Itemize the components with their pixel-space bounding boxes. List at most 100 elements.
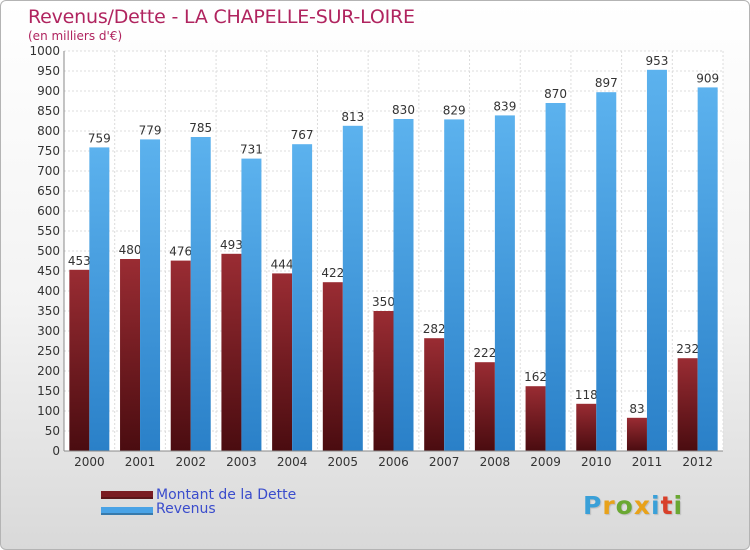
y-tick-label: 900 [37,84,60,98]
x-tick-label: 2008 [480,455,511,469]
data-label-revenus: 785 [189,121,212,135]
bar-dette [272,273,293,451]
logo-letter: P [583,491,603,520]
bar-revenus [190,137,211,451]
proxiti-logo: Proxiti [583,491,683,520]
bar-dette [221,253,242,451]
data-label-revenus: 731 [240,143,263,157]
data-label-dette: 444 [271,257,294,271]
y-tick-label: 0 [52,444,60,458]
bar-revenus [89,147,110,451]
bar-dette [373,311,394,451]
bar-revenus [241,158,262,451]
y-tick-label: 600 [37,204,60,218]
legend-label-dette: Montant de la Dette [156,487,297,503]
data-label-dette: 453 [68,254,91,268]
data-label-revenus: 839 [493,99,516,113]
x-tick-label: 2004 [277,455,308,469]
bar-revenus [697,87,718,452]
data-label-revenus: 897 [595,76,618,90]
data-label-revenus: 813 [341,110,364,124]
chart-title: Revenus/Dette - LA CHAPELLE-SUR-LOIRE [28,6,415,28]
data-label-dette: 480 [119,243,142,257]
data-label-revenus: 779 [139,123,162,137]
logo-letter: r [602,491,616,520]
y-tick-label: 300 [37,324,60,338]
data-label-dette: 350 [372,295,395,309]
x-tick-label: 2005 [328,455,359,469]
y-tick-label: 50 [45,424,60,438]
bar-dette [120,259,141,451]
bar-dette [677,358,698,451]
chart-subtitle: (en milliers d'€) [28,29,123,43]
y-tick-label: 650 [37,184,60,198]
bar-dette [474,362,495,451]
logo-letter: i [651,491,661,520]
data-label-dette: 162 [524,370,547,384]
y-tick-label: 250 [37,344,60,358]
bar-dette [322,282,343,451]
logo-letter: t [660,491,674,520]
bar-dette [626,417,647,451]
data-label-revenus: 759 [88,131,111,145]
data-label-revenus: 870 [544,87,567,101]
x-tick-label: 2007 [429,455,460,469]
y-tick-label: 400 [37,284,60,298]
y-tick-label: 100 [37,404,60,418]
y-tick-label: 1000 [29,44,60,58]
bar-revenus [545,103,566,451]
data-label-revenus: 767 [291,128,314,142]
y-tick-label: 950 [37,64,60,78]
legend-swatch-revenus [101,507,153,515]
x-tick-label: 2009 [530,455,561,469]
legend-swatch-dette [101,491,153,499]
y-tick-label: 850 [37,104,60,118]
y-tick-label: 750 [37,144,60,158]
bar-revenus [292,144,313,451]
bar-revenus [596,92,617,451]
bar-revenus [646,69,667,452]
data-label-dette: 476 [169,245,192,259]
y-tick-label: 200 [37,364,60,378]
y-tick-label: 500 [37,244,60,258]
data-label-revenus: 909 [696,71,719,85]
data-label-dette: 282 [423,322,446,336]
bar-dette [576,403,597,451]
data-label-dette: 118 [575,388,598,402]
y-tick-label: 550 [37,224,60,238]
x-tick-label: 2002 [175,455,206,469]
bar-dette [525,386,546,451]
logo-letter: i [673,491,684,520]
x-tick-label: 2011 [632,455,663,469]
bar-revenus [393,119,414,451]
x-tick-label: 2001 [125,455,156,469]
x-tick-label: 2003 [226,455,257,469]
x-tick-label: 2000 [74,455,105,469]
legend-label-revenus: Revenus [156,501,216,517]
y-tick-label: 350 [37,304,60,318]
y-tick-label: 150 [37,384,60,398]
y-tick-label: 450 [37,264,60,278]
x-tick-label: 2006 [378,455,409,469]
data-label-revenus: 829 [443,103,466,117]
data-label-revenus: 830 [392,103,415,117]
bar-revenus [494,115,515,452]
bar-revenus [444,119,465,452]
x-tick-label: 2010 [581,455,612,469]
data-label-dette: 232 [676,342,699,356]
data-label-dette: 493 [220,238,243,252]
bar-revenus [342,125,363,452]
y-tick-label: 700 [37,164,60,178]
x-tick-label: 2012 [682,455,713,469]
bar-dette [69,269,90,451]
bar-dette [424,338,445,451]
data-label-dette: 83 [629,402,644,416]
logo-letter: o [615,491,634,520]
data-label-revenus: 953 [646,54,669,68]
data-label-dette: 422 [321,266,344,280]
data-label-dette: 222 [473,346,496,360]
logo-letter: x [633,491,651,520]
bar-dette [170,260,191,451]
bar-revenus [140,139,161,451]
